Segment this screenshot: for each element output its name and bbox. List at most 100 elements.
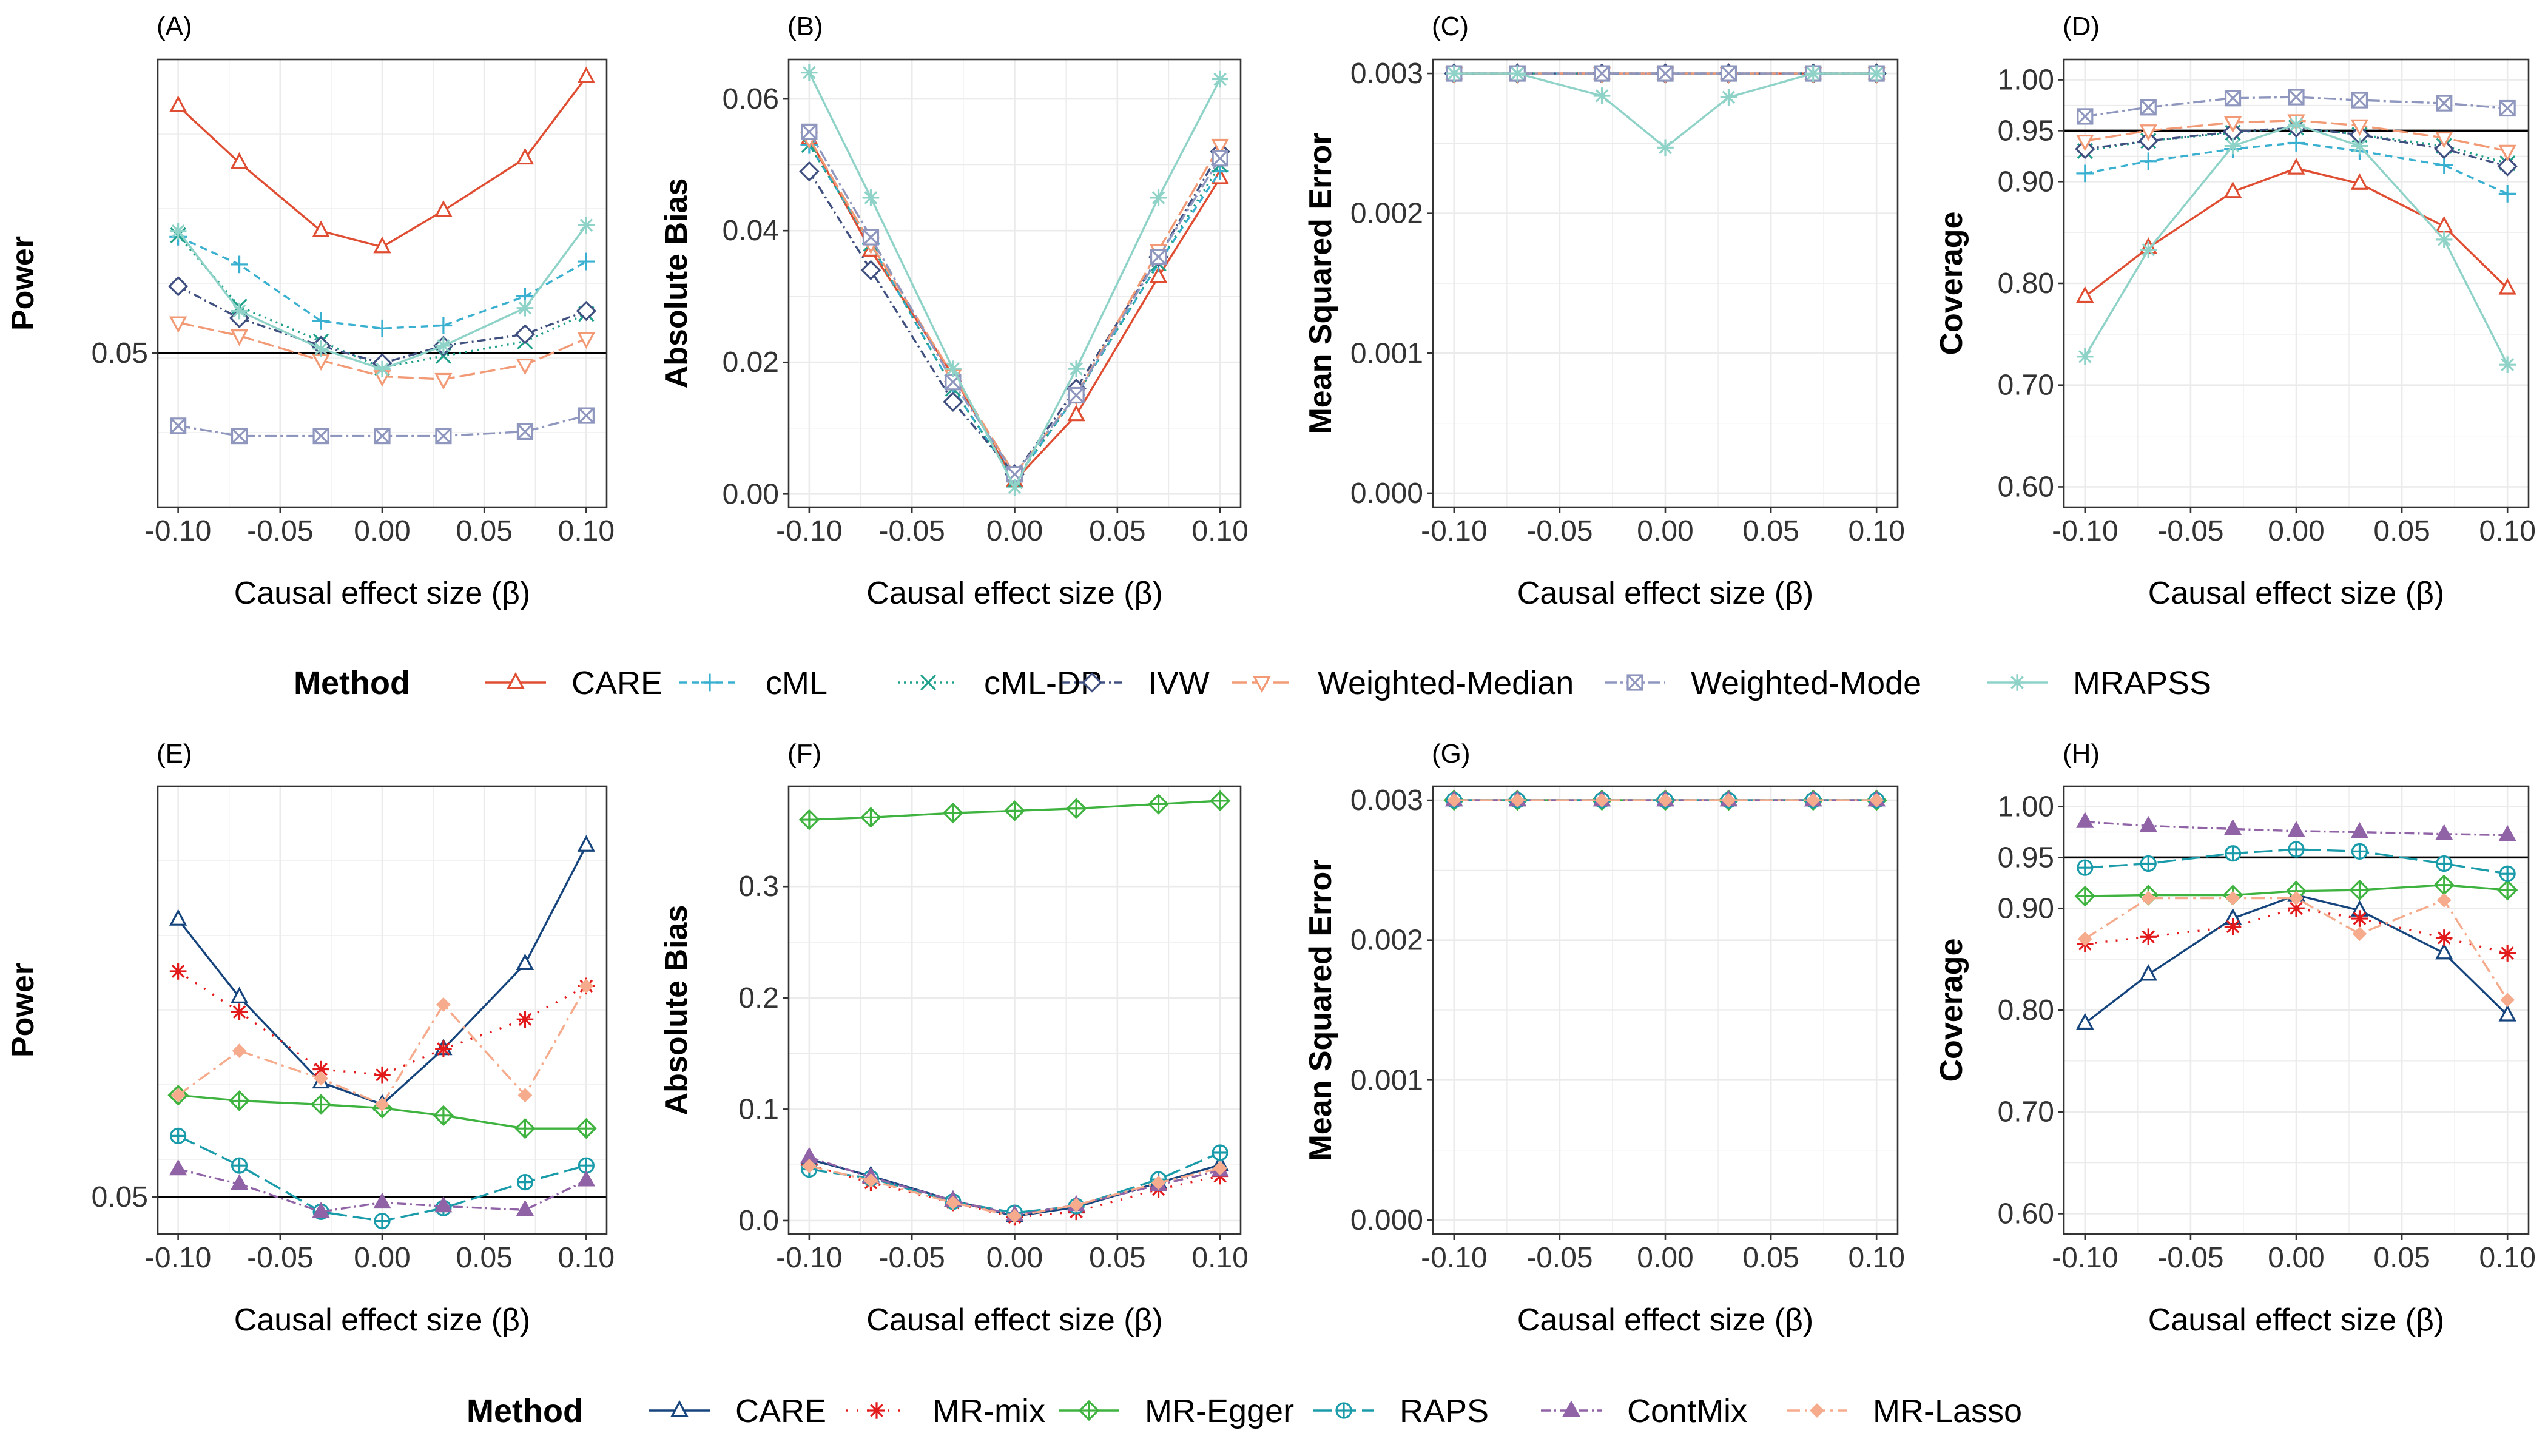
panel-f-series-mr-lasso-point	[1069, 1198, 1084, 1213]
legend-item-raps: RAPS	[1313, 1393, 1489, 1429]
panel-d-series-ivw-point	[2497, 156, 2518, 177]
panel-h-series-contmix-point	[2435, 824, 2453, 840]
panel-f-series	[798, 790, 1231, 1226]
panel-e-series-contmix	[169, 1159, 596, 1218]
panel-d-series-mrapss-point	[2288, 116, 2305, 133]
panel-f-series-mr-lasso-point	[1213, 1161, 1227, 1176]
panel-b-series-ivw-point	[799, 161, 820, 182]
panel-e-x-axis-title: Causal effect size (β)	[234, 1303, 530, 1338]
panel-g-series	[1443, 789, 1887, 811]
panel-g-y-tick-label: 0.001	[1350, 1064, 1423, 1096]
panel-f-series-mr-lasso-point	[802, 1159, 817, 1173]
panel-f-series-mr-egger-point	[1148, 794, 1169, 815]
panel-f-x-tick-label: -0.05	[878, 1242, 945, 1274]
panel-a-series-weighted-mode-point	[516, 423, 534, 440]
panel-b-x-tick-label: -0.10	[776, 515, 842, 547]
panel-a-series-cml-point	[434, 317, 453, 334]
panel-d-series-care-point	[2350, 173, 2369, 190]
panel-d-y-tick-label: 0.70	[1998, 369, 2054, 402]
panel-c-x-tick-label: 0.05	[1742, 515, 1799, 547]
panel-a-series-cml-point	[231, 255, 248, 274]
legend-item-mr-mix: MR-mix	[846, 1393, 1045, 1429]
panel-d-series-ivw-point	[2434, 138, 2455, 160]
legend-key-marker	[1078, 1400, 1100, 1421]
panel-h-series-mr-mix-point	[2288, 900, 2305, 917]
panel-b-series-weighted-mode-point	[1150, 248, 1167, 266]
panel-b-series-weighted-mode-point	[1212, 150, 1228, 167]
panel-a-x-tick-label: 0.05	[456, 515, 512, 547]
panel-c-series-mrapss-point	[1446, 65, 1463, 82]
panel-d-x-tick-label: -0.05	[2157, 515, 2223, 547]
panel-h-series-contmix-point	[2498, 825, 2516, 841]
panel-f-x-axis: -0.10 -0.05 0.00 0.05 0.10 Causal effect size…	[776, 1234, 1249, 1338]
panel-e-x-tick-label: 0.05	[456, 1242, 512, 1274]
panel-d-series-weighted-median-point	[2498, 144, 2516, 162]
legend-key-marker	[670, 1400, 689, 1417]
panel-e-tag: (E)	[157, 739, 192, 769]
panel-h-series-mr-egger-point	[2074, 885, 2096, 907]
panel-d-x-tick-label: 0.10	[2479, 515, 2535, 547]
panel-a-series-mrapss-point	[578, 217, 595, 234]
panel-f-y-tick-label: 0.2	[738, 982, 779, 1014]
panel-b-series-ivw-point	[943, 391, 963, 413]
panel-d-series-mrapss-point	[2435, 231, 2453, 248]
panel-b-series-weighted-median-point	[1211, 138, 1229, 156]
legend-title: Method	[294, 665, 410, 701]
panel-c-series-weighted-mode-point	[1657, 65, 1674, 82]
panel-d-x-axis: -0.10 -0.05 0.00 0.05 0.10 Causal effect size…	[2052, 507, 2536, 611]
panel-c-series-mrapss-point	[1657, 139, 1674, 157]
panel-b-series-weighted-mode-point	[862, 229, 880, 246]
panel-h-y-axis: 0.60 0.70 0.80 0.90 0.95 1.00 Coverage	[1934, 791, 2064, 1230]
panel-e-series-mr-lasso-point	[170, 1088, 186, 1103]
panel-e-series-contmix-point	[169, 1159, 187, 1176]
panel-b-y-tick-label: 0.04	[723, 215, 779, 247]
panel-e-y-axis-title: Power	[5, 963, 41, 1057]
panel-h-y-tick-label: 0.60	[1998, 1198, 2054, 1230]
panel-h-series-mr-lasso-point	[2500, 993, 2515, 1008]
panel-d-x-axis-title: Causal effect size (β)	[2148, 576, 2444, 611]
panel-b-series-care-point	[1149, 266, 1168, 283]
legend-label: RAPS	[1400, 1393, 1489, 1429]
panel-c-series-mrapss-point	[1804, 65, 1822, 82]
panel-c-x-tick-label: -0.05	[1526, 515, 1592, 547]
panel-h-series-mr-mix-point	[2140, 928, 2157, 946]
panel-d-series	[2075, 89, 2518, 373]
panel-e-series-mr-mix-point	[312, 1060, 329, 1078]
panel-a-series-weighted-mode-point	[312, 427, 329, 445]
panel-c-y-tick-label: 0.000	[1350, 477, 1423, 510]
panel-b-series-mrapss-point	[862, 189, 880, 206]
panel-f-series-raps-point	[1212, 1144, 1228, 1161]
panel-h-series-mr-lasso-point	[2289, 891, 2304, 906]
panel-b-x-axis-title: Causal effect size (β)	[866, 576, 1162, 611]
panel-h-series-care-point	[2435, 942, 2453, 960]
legend-key-marker	[1626, 674, 1643, 691]
panel-h-series-care-point	[2498, 1005, 2516, 1022]
panel-h-y-tick-label: 0.90	[1998, 892, 2054, 925]
panel-b-series-care-point	[1067, 404, 1085, 422]
panel-h-y-tick-label: 0.70	[1998, 1096, 2054, 1128]
panel-b-y-axis: 0.00 0.02 0.04 0.06 Absolute Bias	[659, 83, 789, 510]
panel-h-x-tick-label: 0.05	[2373, 1242, 2430, 1274]
panel-b-series-weighted-mode-point	[801, 123, 818, 140]
panel-h-series-mr-lasso	[2077, 891, 2515, 1008]
panel-a-series-care-point	[312, 220, 330, 237]
panel-f-series-mr-egger-point	[942, 802, 964, 824]
panel-d-series-weighted-median-point	[2435, 131, 2453, 149]
panel-f-y-axis-title: Absolute Bias	[659, 905, 694, 1116]
panel-c-series-mrapss-point	[1509, 65, 1526, 82]
panel-h: (H) -0.10 -0.05 0.00 0.05 0.10 Causal effect s…	[1934, 739, 2536, 1338]
panel-a-series-care-point	[230, 152, 249, 169]
panel-a-series-ivw-point	[576, 300, 597, 322]
panel-f-series-mr-egger	[798, 790, 1231, 831]
panel-a-series-mrapss-point	[374, 360, 391, 378]
legend-item-ivw: IVW	[1062, 665, 1210, 701]
panel-d-series-mrapss-point	[2351, 137, 2368, 155]
panel-d-tag: (D)	[2063, 12, 2100, 41]
panel-c-series-mrapss-point	[1868, 65, 1885, 82]
panel-e-series	[167, 835, 597, 1230]
panel-d-y-axis-title: Coverage	[1934, 212, 1969, 356]
panel-h-y-tick-label: 0.80	[1998, 994, 2054, 1026]
panel-d-series-care-point	[2076, 286, 2094, 303]
panel-d-y-tick-label: 0.80	[1998, 268, 2054, 300]
panel-b-y-tick-label: 0.06	[723, 83, 779, 115]
